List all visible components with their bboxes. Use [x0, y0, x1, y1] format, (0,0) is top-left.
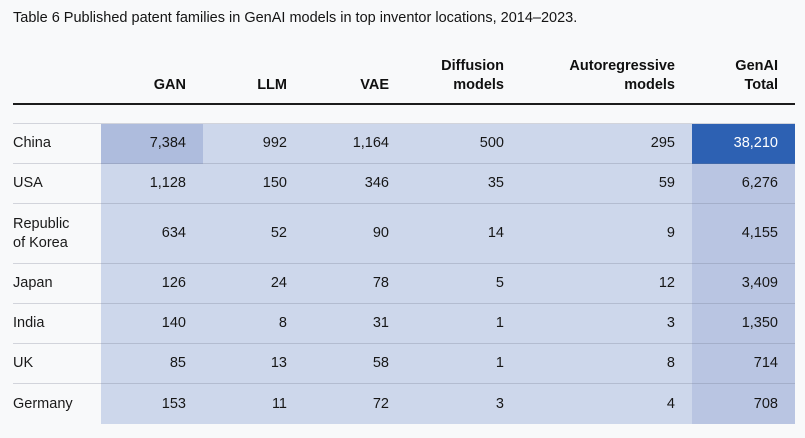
row-label: Japan — [13, 263, 101, 304]
row-label: Republic of Korea — [13, 203, 101, 264]
data-cell: 72 — [304, 383, 406, 424]
data-cell: 1,350 — [692, 303, 795, 344]
table-row-india: India 140 8 31 1 3 1,350 — [13, 303, 795, 344]
table-title: Table 6 Published patent families in Gen… — [13, 10, 578, 26]
data-cell: 12 — [521, 263, 692, 304]
data-cell: 78 — [304, 263, 406, 304]
table-row-japan: Japan 126 24 78 5 12 3,409 — [13, 263, 795, 304]
table-row-germany: Germany 153 11 72 3 4 708 — [13, 383, 795, 424]
column-header-llm: LLM — [203, 27, 304, 105]
data-cell: 4 — [521, 383, 692, 424]
data-cell: 295 — [521, 123, 692, 164]
data-cell: 5 — [406, 263, 521, 304]
data-cell: 1 — [406, 303, 521, 344]
table-row-usa: USA 1,128 150 346 35 59 6,276 — [13, 163, 795, 204]
table-body: China 7,384 992 1,164 500 295 38,210 USA… — [13, 104, 795, 424]
data-cell: 346 — [304, 163, 406, 204]
table-row-uk: UK 85 13 58 1 8 714 — [13, 343, 795, 384]
data-cell: 31 — [304, 303, 406, 344]
data-cell: 11 — [203, 383, 304, 424]
data-cell: 1 — [406, 343, 521, 384]
column-header-gan: GAN — [101, 27, 203, 105]
column-header-autoregressive-models: Autoregressive models — [521, 27, 692, 105]
data-cell: 13 — [203, 343, 304, 384]
row-label: USA — [13, 163, 101, 204]
data-cell: 8 — [203, 303, 304, 344]
data-cell: 634 — [101, 203, 203, 264]
data-cell: 52 — [203, 203, 304, 264]
column-header-diffusion-models: Diffusion models — [406, 27, 521, 105]
data-cell: 1,128 — [101, 163, 203, 204]
table-row-china: China 7,384 992 1,164 500 295 38,210 — [13, 123, 795, 164]
data-cell: 38,210 — [692, 123, 795, 164]
header-row: GAN LLM VAE Diffusion models Autoregress… — [13, 27, 795, 105]
data-cell: 4,155 — [692, 203, 795, 264]
data-cell: 24 — [203, 263, 304, 304]
data-cell: 3 — [406, 383, 521, 424]
row-label: UK — [13, 343, 101, 384]
data-cell: 85 — [101, 343, 203, 384]
data-cell: 6,276 — [692, 163, 795, 204]
data-cell: 14 — [406, 203, 521, 264]
data-cell: 1,164 — [304, 123, 406, 164]
row-label: China — [13, 123, 101, 164]
data-cell: 8 — [521, 343, 692, 384]
column-header-vae: VAE — [304, 27, 406, 105]
data-cell: 7,384 — [101, 123, 203, 164]
data-cell: 90 — [304, 203, 406, 264]
data-cell: 714 — [692, 343, 795, 384]
patent-families-table: GAN LLM VAE Diffusion models Autoregress… — [13, 27, 795, 424]
table-row-republic-of-korea: Republic of Korea 634 52 90 14 9 4,155 — [13, 203, 795, 264]
row-label: Germany — [13, 383, 101, 424]
data-cell: 500 — [406, 123, 521, 164]
data-cell: 3 — [521, 303, 692, 344]
data-cell: 9 — [521, 203, 692, 264]
data-cell: 140 — [101, 303, 203, 344]
data-cell: 58 — [304, 343, 406, 384]
data-cell: 59 — [521, 163, 692, 204]
column-header-genai-total: GenAI Total — [692, 27, 795, 105]
corner-cell — [13, 27, 101, 105]
data-cell: 3,409 — [692, 263, 795, 304]
header-gap — [13, 104, 795, 124]
data-cell: 708 — [692, 383, 795, 424]
data-cell: 126 — [101, 263, 203, 304]
data-cell: 992 — [203, 123, 304, 164]
data-cell: 35 — [406, 163, 521, 204]
data-cell: 150 — [203, 163, 304, 204]
row-label: India — [13, 303, 101, 344]
data-cell: 153 — [101, 383, 203, 424]
table-header: GAN LLM VAE Diffusion models Autoregress… — [13, 27, 795, 105]
